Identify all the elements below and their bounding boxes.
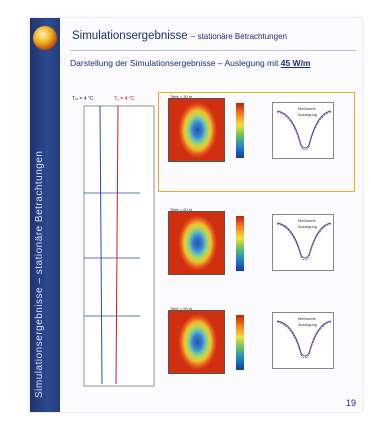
heatmap-2 [168, 211, 225, 275]
legend-3-b: Auslegung [298, 322, 317, 327]
slide-title-main: Simulationsergebnisse [72, 30, 188, 42]
line-chart-1 [272, 102, 334, 159]
line-chart-2 [272, 214, 334, 271]
legend-3-a: Meßwerte [298, 316, 316, 321]
heatmap-2-label: Tiefe = 60 m [170, 207, 193, 212]
slide-subtitle: Darstellung der Simulationsergebnisse – … [70, 58, 311, 68]
subtitle-value: 45 W/m [280, 58, 311, 68]
colorbar-1 [236, 103, 244, 158]
slide-title: Simulationsergebnisse – stationäre Betra… [72, 30, 287, 42]
heatmap-1 [168, 98, 225, 162]
line-chart-3 [272, 312, 334, 369]
subtitle-prefix: Darstellung der Simulationsergebnisse – … [70, 58, 281, 68]
logo-icon [33, 26, 57, 50]
heatmap-3-label: Tiefe = 90 m [170, 306, 193, 311]
legend-1-b: Auslegung [298, 112, 317, 117]
colorbar-3 [236, 315, 244, 370]
profile-label-right: Tᵤ = 4 °C [114, 96, 135, 102]
sidebar: Simulationsergebnisse – stationäre Betra… [30, 18, 60, 412]
legend-1-a: Meßwerte [298, 106, 316, 111]
highlight-box [158, 92, 355, 192]
heatmap-3 [168, 310, 225, 374]
profile-label-left: Tₘ = 4 °C [72, 96, 94, 102]
sidebar-text: Simulationsergebnisse – stationäre Betra… [34, 150, 45, 398]
slide: Simulationsergebnisse – stationäre Betra… [30, 18, 362, 412]
temperature-profile-plot: Tₘ = 4 °C Tᵤ = 4 °C [72, 96, 155, 387]
heatmap-1-label: Tiefe = 30 m [170, 94, 193, 99]
page-number: 19 [345, 398, 356, 408]
divider [70, 50, 356, 51]
legend-2-a: Meßwerte [298, 218, 316, 223]
legend-2-b: Auslegung [298, 224, 317, 229]
slide-title-sub: – stationäre Betrachtungen [190, 32, 287, 41]
colorbar-2 [236, 216, 244, 271]
